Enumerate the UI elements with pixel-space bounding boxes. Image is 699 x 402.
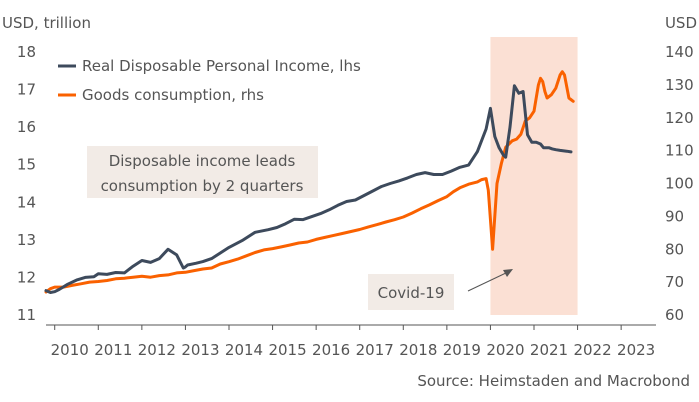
y-left-tick-label: 11 bbox=[17, 306, 36, 324]
y-right-tick-label: 120 bbox=[665, 109, 694, 127]
right-axis-unit: USD bbox=[665, 14, 697, 32]
covid-label: Covid-19 bbox=[378, 284, 445, 302]
y-right-tick-label: 60 bbox=[665, 306, 684, 324]
annotation-layer: Disposable income leads consumption by 2 … bbox=[87, 146, 513, 310]
y-left-tick-label: 17 bbox=[17, 81, 36, 99]
covid-label-box bbox=[368, 274, 454, 310]
y-right-tick-label: 70 bbox=[665, 273, 684, 291]
covid-arrow-head bbox=[503, 269, 513, 277]
x-tick-label: 2019 bbox=[443, 341, 481, 359]
annotation-box bbox=[87, 146, 318, 198]
annotation-line-2: consumption by 2 quarters bbox=[101, 177, 304, 195]
y-left-tick-label: 15 bbox=[17, 156, 36, 174]
legend: Real Disposable Personal Income, lhs Good… bbox=[58, 57, 361, 104]
x-tick-label: 2013 bbox=[181, 341, 219, 359]
x-tick-label: 2022 bbox=[573, 341, 611, 359]
x-tick-label: 2016 bbox=[312, 341, 350, 359]
series-line-goods-consumption bbox=[44, 70, 575, 294]
y-left-tick-label: 13 bbox=[17, 231, 36, 249]
y-right-tick-label: 80 bbox=[665, 240, 684, 258]
x-tick-label: 2014 bbox=[225, 341, 263, 359]
y-right-tick-label: 90 bbox=[665, 207, 684, 225]
y-right-tick-label: 100 bbox=[665, 175, 694, 193]
x-tick-label: 2010 bbox=[51, 341, 89, 359]
y-left-tick-label: 14 bbox=[17, 193, 36, 211]
series-layer bbox=[44, 70, 575, 294]
x-tick-label: 2017 bbox=[356, 341, 394, 359]
y-left-tick-label: 12 bbox=[17, 268, 36, 286]
legend-label-income: Real Disposable Personal Income, lhs bbox=[82, 57, 361, 75]
y-left-tick-label: 16 bbox=[17, 118, 36, 136]
x-tick-label: 2020 bbox=[486, 341, 524, 359]
x-tick-label: 2012 bbox=[138, 341, 176, 359]
y-left-tick-label: 18 bbox=[17, 43, 36, 61]
y-right-tick-label: 130 bbox=[665, 76, 694, 94]
x-tick-label: 2018 bbox=[399, 341, 437, 359]
y-right-tick-label: 110 bbox=[665, 142, 694, 160]
x-tick-label: 2015 bbox=[268, 341, 306, 359]
annotation-line-1: Disposable income leads bbox=[109, 152, 296, 170]
covid-arrow-line bbox=[467, 271, 509, 292]
x-tick-label: 2021 bbox=[530, 341, 568, 359]
y-right-tick-label: 140 bbox=[665, 43, 694, 61]
axis-layer: 2010 2011 2012 2013 2014 2015 2016 2017 2018 2019… bbox=[2, 14, 697, 359]
x-tick-label: 2011 bbox=[94, 341, 132, 359]
x-tick-label: 2023 bbox=[617, 341, 655, 359]
label-layer: Source: Heimstaden and Macrobond bbox=[417, 372, 690, 390]
source-note: Source: Heimstaden and Macrobond bbox=[417, 372, 690, 390]
covid-shaded-region-layer bbox=[490, 37, 578, 315]
legend-label-consumption: Goods consumption, rhs bbox=[82, 86, 264, 104]
covid-shaded-region bbox=[490, 37, 578, 315]
left-axis-unit: USD, trillion bbox=[2, 14, 91, 32]
series-line-real-disposable-income bbox=[44, 84, 573, 294]
